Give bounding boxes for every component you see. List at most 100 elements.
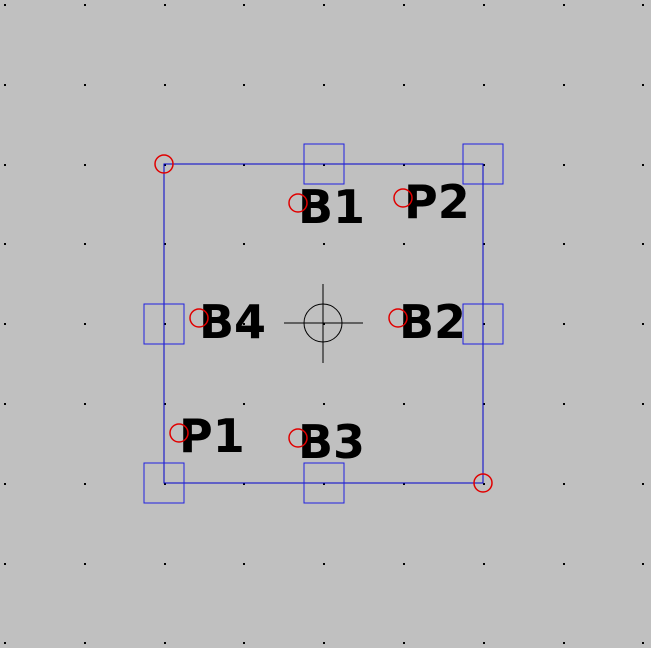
grid-dot bbox=[164, 403, 166, 405]
grid-dots bbox=[4, 4, 644, 644]
label-b3[interactable]: B3 bbox=[298, 415, 365, 469]
grid-dot bbox=[323, 84, 325, 86]
anchor-circle-icon[interactable] bbox=[288, 193, 308, 213]
grid-dot bbox=[84, 642, 86, 644]
grid-dot bbox=[642, 243, 644, 245]
grid-dot bbox=[164, 642, 166, 644]
grid-dot bbox=[563, 84, 565, 86]
pin-box-b2[interactable] bbox=[462, 303, 504, 345]
grid-dot bbox=[4, 483, 6, 485]
grid-dot bbox=[4, 403, 6, 405]
label-b1[interactable]: B1 bbox=[298, 180, 365, 234]
pin-boxes bbox=[143, 143, 504, 504]
label-p1[interactable]: P1 bbox=[179, 409, 245, 463]
pin-box-b3[interactable] bbox=[303, 462, 345, 504]
pin-box-b4[interactable] bbox=[143, 303, 185, 345]
grid-dot bbox=[563, 642, 565, 644]
grid-dot bbox=[483, 243, 485, 245]
anchor-circle-icon[interactable] bbox=[169, 423, 189, 443]
grid-dot bbox=[642, 563, 644, 565]
label-b2[interactable]: B2 bbox=[399, 295, 466, 349]
origin-crosshair-icon[interactable] bbox=[284, 284, 363, 363]
grid-dot bbox=[563, 483, 565, 485]
grid-dot bbox=[403, 243, 405, 245]
grid-dot bbox=[642, 84, 644, 86]
grid-dot bbox=[483, 164, 485, 166]
grid-dot bbox=[323, 483, 325, 485]
grid-dot bbox=[243, 323, 245, 325]
grid-dot bbox=[4, 563, 6, 565]
grid-dot bbox=[164, 84, 166, 86]
grid-dot bbox=[4, 642, 6, 644]
grid-dot bbox=[243, 563, 245, 565]
grid-dot bbox=[84, 4, 86, 6]
grid-dot bbox=[243, 483, 245, 485]
pin-box-b1[interactable] bbox=[303, 143, 345, 185]
grid-dot bbox=[403, 4, 405, 6]
grid-dot bbox=[4, 243, 6, 245]
grid-dot bbox=[403, 84, 405, 86]
grid-dot bbox=[323, 403, 325, 405]
grid-dot bbox=[483, 642, 485, 644]
grid-dot bbox=[563, 563, 565, 565]
grid-dot bbox=[84, 243, 86, 245]
symbol-outline[interactable] bbox=[163, 163, 484, 484]
grid-dot bbox=[323, 243, 325, 245]
grid-dot bbox=[164, 164, 166, 166]
label-p2[interactable]: P2 bbox=[404, 175, 470, 229]
grid-dot bbox=[243, 164, 245, 166]
grid-dot bbox=[483, 84, 485, 86]
grid-dot bbox=[642, 164, 644, 166]
grid-dot bbox=[642, 483, 644, 485]
grid-dot bbox=[84, 84, 86, 86]
grid-dot bbox=[164, 323, 166, 325]
grid-dot bbox=[642, 642, 644, 644]
grid-dot bbox=[323, 642, 325, 644]
pin-box-p2[interactable] bbox=[462, 143, 504, 185]
grid-dot bbox=[84, 323, 86, 325]
anchor-circle-icon[interactable] bbox=[393, 188, 413, 208]
anchor-circle-icon[interactable] bbox=[473, 473, 493, 493]
pin-labels: B1 P2 B4 B2 P1 B3 bbox=[179, 175, 470, 469]
grid-dot bbox=[243, 403, 245, 405]
grid-dot bbox=[483, 403, 485, 405]
grid-dot bbox=[642, 323, 644, 325]
grid-dot bbox=[84, 483, 86, 485]
grid-dot bbox=[323, 164, 325, 166]
grid-dot bbox=[403, 483, 405, 485]
grid-dot bbox=[563, 403, 565, 405]
grid-dot bbox=[84, 403, 86, 405]
grid-dot bbox=[483, 323, 485, 325]
grid-dot bbox=[563, 4, 565, 6]
grid-dot bbox=[164, 483, 166, 485]
grid-dot bbox=[323, 4, 325, 6]
grid-dot bbox=[403, 563, 405, 565]
grid-dot bbox=[164, 243, 166, 245]
anchor-circle-icon[interactable] bbox=[388, 308, 408, 328]
grid-dot bbox=[243, 4, 245, 6]
anchor-circle-icon[interactable] bbox=[288, 428, 308, 448]
pin-box-p1[interactable] bbox=[143, 462, 185, 504]
anchor-circle-icon[interactable] bbox=[189, 308, 209, 328]
grid-dot bbox=[563, 164, 565, 166]
grid-dot bbox=[4, 84, 6, 86]
grid-dot bbox=[483, 483, 485, 485]
grid-dot bbox=[563, 323, 565, 325]
grid-dot bbox=[483, 4, 485, 6]
grid-dot bbox=[403, 164, 405, 166]
grid-dot bbox=[243, 243, 245, 245]
grid-dot bbox=[642, 403, 644, 405]
grid-dot bbox=[642, 4, 644, 6]
anchor-circle-icon[interactable] bbox=[154, 154, 174, 174]
grid-dot bbox=[4, 323, 6, 325]
grid-dot bbox=[243, 84, 245, 86]
grid-dot bbox=[4, 164, 6, 166]
label-b4[interactable]: B4 bbox=[199, 295, 266, 349]
grid-dot bbox=[323, 323, 325, 325]
grid-dot bbox=[243, 642, 245, 644]
grid-dot bbox=[164, 563, 166, 565]
grid-dot bbox=[563, 243, 565, 245]
anchor-circles bbox=[154, 154, 493, 493]
